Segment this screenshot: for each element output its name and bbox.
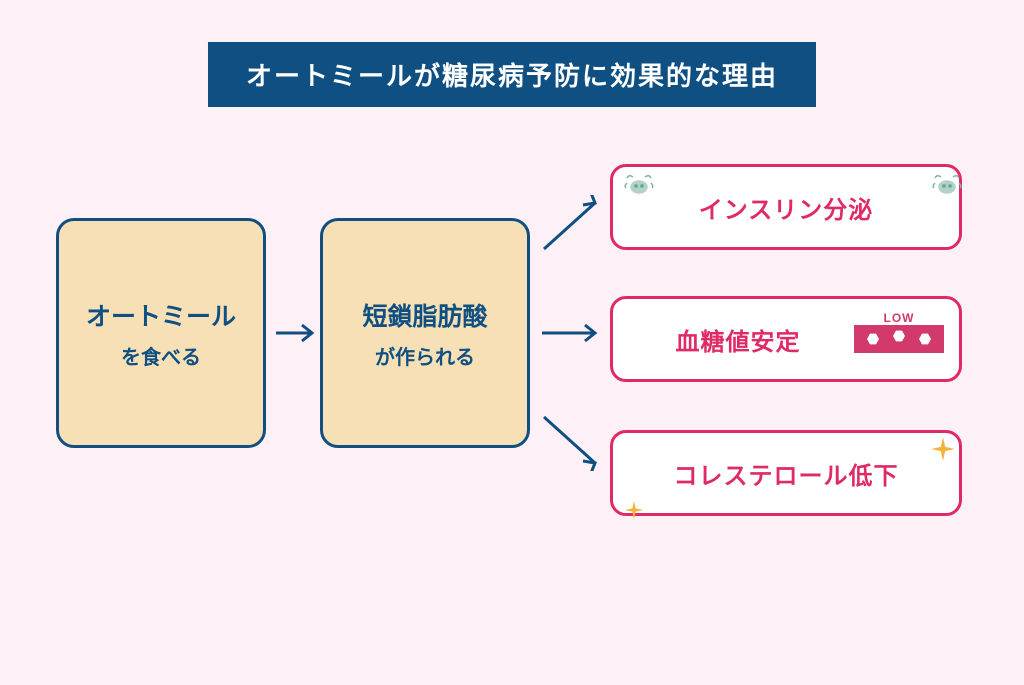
arrow-up-icon [540,195,603,255]
node-cholesterol: コレステロール低下 [610,430,962,516]
node-oatmeal: オートミール を食べる [56,218,266,448]
sugar-hex-icon [919,333,931,345]
node-scfa: 短鎖脂肪酸 が作られる [320,218,530,448]
sparkle-icon [624,500,644,520]
bacteria-icon [932,170,962,200]
node-oatmeal-line1: オートミール [86,297,236,333]
sugar-hex-icon [867,333,879,345]
arrow-down-icon [540,411,603,471]
arrow-icon [274,321,320,345]
node-scfa-line1: 短鎖脂肪酸 [362,297,487,333]
bacteria-icon [624,170,654,200]
node-scfa-line2: が作られる [375,341,475,370]
node-cholesterol-text: コレステロール低下 [674,456,899,491]
low-badge: LOW [854,311,944,353]
node-insulin-text: インスリン分泌 [699,190,874,225]
arrow-icon [540,321,603,345]
title-text: オートミールが糖尿病予防に効果的な理由 [246,61,778,91]
sugar-hex-icon [893,330,905,342]
node-oatmeal-line2: を食べる [121,341,201,370]
low-label: LOW [884,311,915,325]
low-bar-icon [854,325,944,353]
node-insulin: インスリン分泌 [610,164,962,250]
sparkle-icon [930,436,956,462]
node-glucose-text: 血糖値安定 [676,322,801,357]
title-banner: オートミールが糖尿病予防に効果的な理由 [208,42,816,107]
